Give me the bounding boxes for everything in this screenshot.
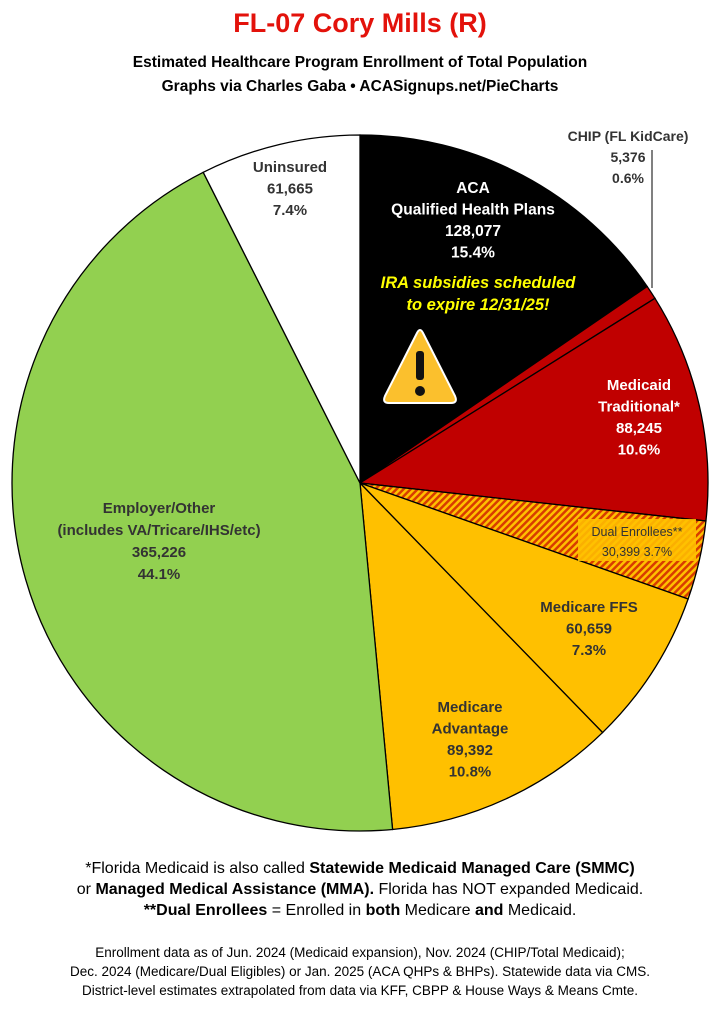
callout-line-2: to expire 12/31/25! <box>406 296 550 314</box>
slice-label-aca: ACA Qualified Health Plans 128,077 15.4% <box>391 180 555 262</box>
slice-label-name: Uninsured <box>253 159 327 176</box>
slice-label-percent: 7.3% <box>572 642 606 659</box>
footnote-text: or <box>76 881 96 898</box>
slice-label-percent: 10.6% <box>618 442 661 459</box>
slice-label-percent: 44.1% <box>138 566 181 583</box>
slice-label-percent: 15.4% <box>451 245 495 262</box>
slice-label-value: 365,226 <box>132 544 186 561</box>
warning-icon <box>383 329 457 404</box>
slice-label-name: Medicare <box>437 699 502 716</box>
slice-label-value: 5,376 <box>610 149 645 165</box>
slice-label-percent: 7.4% <box>273 202 307 219</box>
slice-label-name: Qualified Health Plans <box>391 202 555 219</box>
slice-label-value: 61,665 <box>267 181 313 198</box>
footnotes: *Florida Medicaid is also called Statewi… <box>0 858 720 921</box>
source-line-2: Dec. 2024 (Medicare/Dual Eligibles) or J… <box>70 964 650 979</box>
slice-label-dual: Dual Enrollees** 30,399 3.7% <box>578 519 696 561</box>
footnote-text: *Florida Medicaid is also called <box>85 860 310 877</box>
slice-label-chip: CHIP (FL KidCare) 5,376 0.6% <box>568 128 689 288</box>
pie-slice-uninsured <box>202 134 361 484</box>
dual-label-box <box>578 519 696 561</box>
slice-label-medicare_adv: Medicare Advantage 89,392 10.8% <box>432 699 509 781</box>
pie-slice-medicare_adv <box>359 481 604 831</box>
source-line-1: Enrollment data as of Jun. 2024 (Medicai… <box>95 945 625 960</box>
slice-label-percent: 0.6% <box>612 170 644 186</box>
subtitle-line-1: Estimated Healthcare Program Enrollment … <box>132 54 588 71</box>
slice-label-employer: Employer/Other (includes VA/Tricare/IHS/e… <box>57 500 260 583</box>
slice-label-name: Traditional* <box>598 399 680 416</box>
source-line-3: District-level estimates extrapolated fr… <box>82 983 638 998</box>
chart-title: FL-07 Cory Mills (R) <box>233 8 487 38</box>
dual-label-name: Dual Enrollees** <box>591 525 682 539</box>
slice-label-name: ACA <box>456 180 490 197</box>
pie-slice-medicare_ffs <box>359 482 689 734</box>
dual-label-value: 30,399 3.7% <box>602 545 672 559</box>
footnote-text: Florida has NOT expanded Medicaid. <box>374 881 644 898</box>
slice-label-medicaid: Medicaid Traditional* 88,245 10.6% <box>598 377 680 459</box>
footnote-bold-dual: **Dual Enrollees <box>143 902 268 919</box>
chart-subtitle: Estimated Healthcare Program Enrollment … <box>0 51 720 99</box>
slice-label-name: Medicare FFS <box>540 599 638 616</box>
pie-slice-medicaid <box>358 297 709 522</box>
slice-label-name: Advantage <box>432 721 509 738</box>
slice-label-name: CHIP (FL KidCare) <box>568 128 689 144</box>
footnote-text: Medicaid. <box>503 902 577 919</box>
slice-label-value: 60,659 <box>566 621 612 638</box>
slice-label-value: 89,392 <box>447 742 493 759</box>
pie-slice-employer <box>11 171 394 832</box>
slice-label-value: 88,245 <box>616 420 662 437</box>
slice-label-name: (includes VA/Tricare/IHS/etc) <box>57 522 260 539</box>
slice-label-value: 128,077 <box>445 223 501 240</box>
slice-label-name: Employer/Other <box>103 500 216 517</box>
slice-label-uninsured: Uninsured 61,665 7.4% <box>253 159 327 219</box>
slice-label-medicare_ffs: Medicare FFS 60,659 7.3% <box>540 599 638 659</box>
slice-label-name: Medicaid <box>607 377 671 394</box>
footnote-text: Medicare <box>400 902 475 919</box>
footnote-mma: or Managed Medical Assistance (MMA). Flo… <box>0 879 720 900</box>
data-sources: Enrollment data as of Jun. 2024 (Medicai… <box>0 943 720 1000</box>
footnote-medicaid: *Florida Medicaid is also called Statewi… <box>0 858 720 879</box>
aca-callout: IRA subsidies scheduled to expire 12/31/2… <box>381 274 577 404</box>
footnote-bold-both: both <box>365 902 401 919</box>
footnote-bold-smmc: Statewide Medicaid Managed Care (SMMC) <box>309 860 635 877</box>
footnote-dual: **Dual Enrollees = Enrolled in both Medi… <box>0 900 720 921</box>
footnote-bold-and: and <box>474 902 504 919</box>
footnote-bold-mma: Managed Medical Assistance (MMA). <box>95 881 375 898</box>
slice-label-percent: 10.8% <box>449 764 492 781</box>
callout-line-1: IRA subsidies scheduled <box>381 274 577 292</box>
footnote-text: = Enrolled in <box>267 902 366 919</box>
subtitle-line-2: Graphs via Charles Gaba • ACASignups.net… <box>161 78 559 95</box>
